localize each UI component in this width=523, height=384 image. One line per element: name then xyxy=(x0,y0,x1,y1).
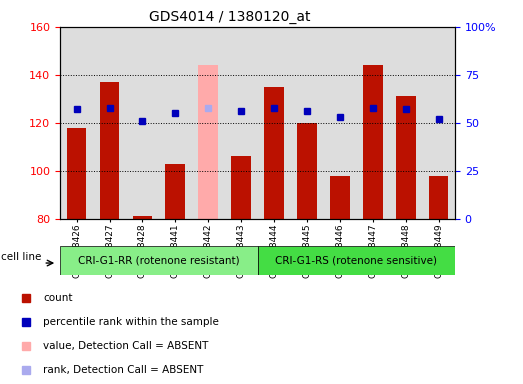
Bar xyxy=(126,27,159,219)
Bar xyxy=(264,87,284,219)
Bar xyxy=(231,157,251,219)
Text: GDS4014 / 1380120_at: GDS4014 / 1380120_at xyxy=(150,10,311,23)
Bar xyxy=(290,27,323,219)
Text: CRI-G1-RS (rotenone sensitive): CRI-G1-RS (rotenone sensitive) xyxy=(275,255,437,265)
Bar xyxy=(396,96,415,219)
Text: percentile rank within the sample: percentile rank within the sample xyxy=(43,317,219,327)
Text: CRI-G1-RR (rotenone resistant): CRI-G1-RR (rotenone resistant) xyxy=(78,255,240,265)
Text: rank, Detection Call = ABSENT: rank, Detection Call = ABSENT xyxy=(43,365,203,375)
Bar xyxy=(132,217,152,219)
Bar xyxy=(225,27,257,219)
Bar xyxy=(93,27,126,219)
Text: value, Detection Call = ABSENT: value, Detection Call = ABSENT xyxy=(43,341,209,351)
Bar xyxy=(60,27,93,219)
Bar xyxy=(192,27,225,219)
Bar xyxy=(389,27,422,219)
Text: cell line: cell line xyxy=(1,252,41,262)
Bar xyxy=(100,82,119,219)
Bar xyxy=(159,27,192,219)
Bar xyxy=(297,123,317,219)
Bar xyxy=(67,127,86,219)
Bar xyxy=(330,175,350,219)
Text: count: count xyxy=(43,293,73,303)
Bar xyxy=(257,246,455,275)
Bar xyxy=(323,27,356,219)
Bar xyxy=(356,27,389,219)
Bar xyxy=(257,27,290,219)
Bar xyxy=(429,175,448,219)
Bar xyxy=(60,246,257,275)
Bar xyxy=(422,27,455,219)
Bar xyxy=(165,164,185,219)
Bar xyxy=(363,65,383,219)
Bar xyxy=(198,65,218,219)
